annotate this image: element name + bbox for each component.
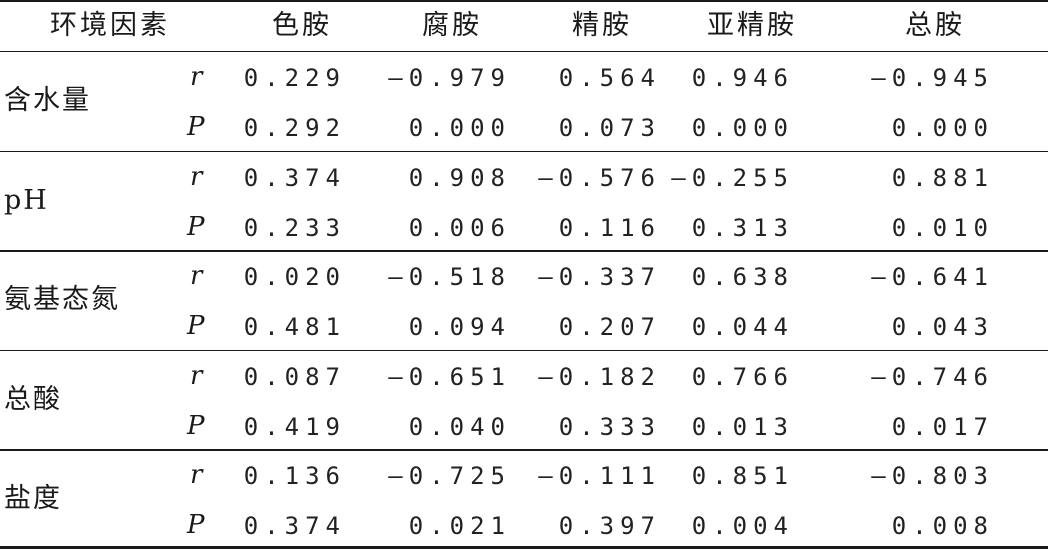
value-r-spermine: 0.564 — [558, 64, 661, 92]
value-r-spermidine: —0.255 — [671, 163, 794, 192]
value-p-spermidine: 0.000 — [691, 114, 794, 142]
value-r-spermidine: 0.946 — [691, 64, 794, 92]
header-factor: 环境因素 — [50, 10, 170, 41]
value-p-spermine: 0.333 — [558, 412, 661, 441]
value-p-spermine: 0.397 — [558, 512, 661, 541]
value-r-total: —0.641 — [871, 263, 994, 292]
value-r-total: —0.746 — [871, 362, 994, 391]
value-p-total: 0.043 — [891, 313, 994, 342]
header-col-total: 总胺 — [905, 10, 965, 41]
value-r-total: —0.803 — [871, 462, 994, 491]
value-p-spermine: 0.073 — [558, 114, 661, 142]
value-p-tryptamine: 0.374 — [243, 512, 346, 541]
header-col-spermine: 精胺 — [572, 10, 632, 41]
value-r-tryptamine: 0.087 — [243, 362, 346, 391]
value-p-putrescine: 0.006 — [408, 213, 511, 242]
factor-label-ph: pH — [4, 184, 49, 216]
value-p-tryptamine: 0.292 — [243, 114, 346, 142]
value-p-spermine: 0.207 — [558, 313, 661, 342]
group-separator — [0, 150, 1048, 153]
group-separator — [0, 349, 1048, 352]
group-separator — [0, 449, 1048, 451]
value-p-putrescine: 0.000 — [408, 114, 511, 142]
stat-label-p: P — [187, 211, 205, 242]
value-p-tryptamine: 0.233 — [243, 213, 346, 242]
factor-label-amino-nitrogen: 氨基态氮 — [4, 284, 120, 316]
value-r-putrescine: —0.979 — [388, 64, 511, 92]
value-r-putrescine: —0.725 — [388, 462, 511, 491]
value-r-tryptamine: 0.136 — [243, 462, 346, 491]
value-p-total: 0.017 — [891, 412, 994, 441]
header-col-tryptamine: 色胺 — [272, 10, 332, 41]
value-r-spermidine: 0.851 — [691, 462, 794, 491]
value-r-putrescine: 0.908 — [408, 163, 511, 192]
value-r-spermine: —0.182 — [538, 362, 661, 391]
value-p-spermidine: 0.044 — [691, 313, 794, 342]
value-p-putrescine: 0.040 — [408, 412, 511, 441]
stat-label-p: P — [187, 510, 205, 541]
top-rule — [0, 0, 1048, 2]
value-p-tryptamine: 0.481 — [243, 313, 346, 342]
factor-label-total-acid: 总酸 — [4, 383, 62, 415]
stat-label-p: P — [187, 311, 205, 342]
value-r-tryptamine: 0.020 — [243, 263, 346, 292]
value-p-spermidine: 0.313 — [691, 213, 794, 242]
value-p-putrescine: 0.021 — [408, 512, 511, 541]
value-r-tryptamine: 0.374 — [243, 163, 346, 192]
value-r-tryptamine: 0.229 — [243, 64, 346, 92]
value-p-total: 0.000 — [891, 114, 994, 142]
stat-label-r: r — [190, 161, 203, 192]
value-p-total: 0.010 — [891, 213, 994, 242]
stat-label-r: r — [190, 62, 203, 92]
value-p-spermidine: 0.004 — [691, 512, 794, 541]
stat-label-p: P — [187, 112, 205, 142]
stat-label-r: r — [190, 460, 203, 491]
factor-label-salinity: 盐度 — [4, 483, 62, 515]
value-r-spermine: —0.337 — [538, 263, 661, 292]
value-r-spermidine: 0.638 — [691, 263, 794, 292]
value-p-total: 0.008 — [891, 512, 994, 541]
value-r-total: —0.945 — [871, 64, 994, 92]
stat-label-p: P — [187, 410, 205, 441]
value-p-tryptamine: 0.419 — [243, 412, 346, 441]
value-p-spermidine: 0.013 — [691, 412, 794, 441]
header-col-putrescine: 腐胺 — [422, 10, 482, 41]
value-r-spermine: —0.576 — [538, 163, 661, 192]
value-r-putrescine: —0.651 — [388, 362, 511, 391]
header-col-spermidine: 亚精胺 — [707, 10, 797, 41]
value-r-putrescine: —0.518 — [388, 263, 511, 292]
value-p-putrescine: 0.094 — [408, 313, 511, 342]
bottom-rule — [0, 546, 1048, 549]
value-r-spermidine: 0.766 — [691, 362, 794, 391]
stat-label-r: r — [190, 261, 203, 292]
value-r-total: 0.881 — [891, 163, 994, 192]
group-separator — [0, 250, 1048, 252]
value-r-spermine: —0.111 — [538, 462, 661, 491]
stat-label-r: r — [190, 360, 203, 391]
header-rule — [0, 51, 1048, 52]
value-p-spermine: 0.116 — [558, 213, 661, 242]
factor-label-moisture: 含水量 — [4, 85, 91, 116]
